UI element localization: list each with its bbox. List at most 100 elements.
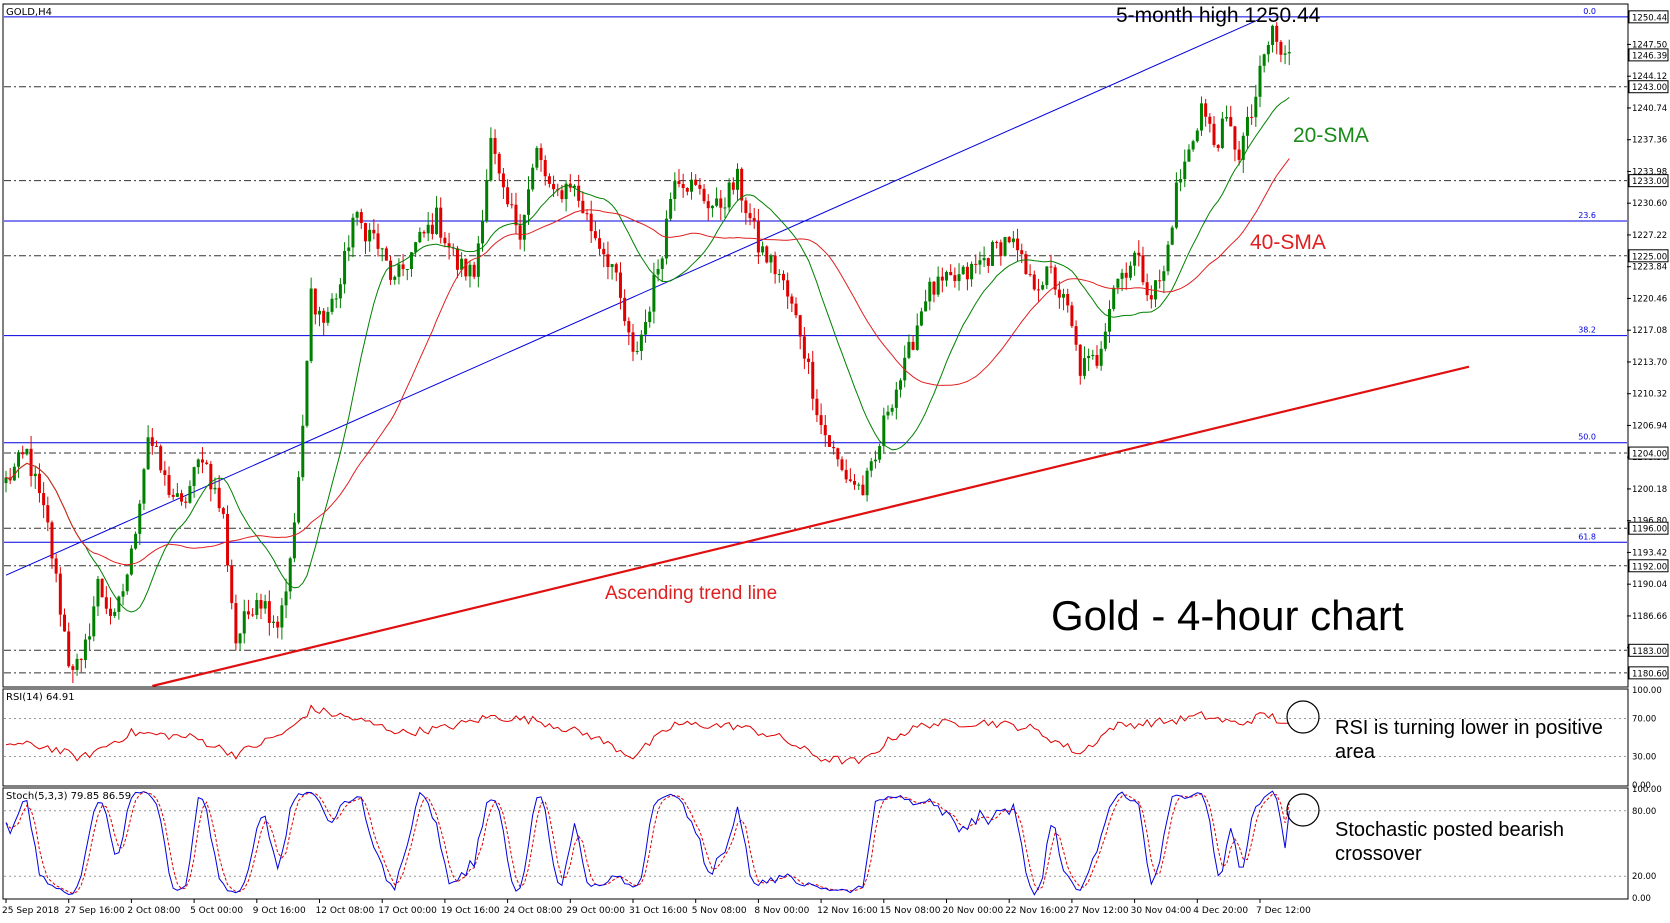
candle-body	[919, 311, 923, 326]
candle-body	[104, 597, 108, 609]
candle-body	[1287, 51, 1291, 54]
candle-body	[439, 207, 443, 238]
price-tick-label: 1193.42	[1632, 548, 1667, 558]
candle-body	[656, 268, 660, 275]
candle-body	[1091, 354, 1095, 356]
stochastic-indicator: 100.00 80.00 20.00 0.00	[4, 785, 1662, 904]
candle-body	[702, 188, 706, 202]
candle-body	[1283, 53, 1287, 55]
candle-body	[42, 493, 46, 506]
candle-body	[355, 212, 359, 218]
price-tick-label: 1206.94	[1632, 421, 1667, 431]
rsi-note-line2: area	[1335, 741, 1376, 763]
candle-body	[1082, 358, 1086, 376]
candle-body	[501, 173, 505, 188]
candle-body	[660, 258, 664, 269]
rsi-tick-label: 70.00	[1632, 715, 1656, 725]
candle-body	[1141, 255, 1145, 283]
candle-body	[506, 187, 510, 205]
candle-body	[63, 614, 67, 632]
candle-body	[330, 298, 334, 312]
candle-body	[911, 341, 915, 350]
candle-body	[481, 220, 485, 244]
price-tick-label: 1223.84	[1632, 263, 1667, 273]
candle-body	[251, 614, 255, 616]
candle-body	[740, 168, 744, 201]
candle-body	[184, 501, 188, 503]
candle-body	[1028, 273, 1032, 275]
candle-body	[372, 229, 376, 234]
candle-body	[1116, 278, 1120, 288]
candle-body	[96, 578, 100, 607]
candle-body	[727, 182, 731, 208]
candle-body	[802, 336, 806, 359]
ascending-trend-line	[152, 365, 1470, 688]
candle-body	[844, 469, 848, 480]
candle-body	[886, 411, 890, 416]
candle-body	[422, 231, 426, 234]
candle-body	[936, 276, 940, 295]
candle-body	[857, 484, 861, 486]
candle-body	[652, 274, 656, 312]
fibonacci-level-label: 23.6	[1578, 211, 1596, 220]
candle-body	[1212, 123, 1216, 145]
candle-body	[138, 503, 142, 534]
candle-body	[83, 639, 87, 661]
candle-body	[1162, 271, 1166, 281]
candle-body	[999, 242, 1003, 257]
candle-body	[389, 260, 393, 280]
time-tick-label: 5 Nov 08:00	[692, 906, 747, 916]
candle-body	[113, 611, 117, 616]
price-level-box	[1628, 559, 1669, 573]
candle-body	[836, 448, 840, 460]
stoch-tick-label: 0.00	[1632, 894, 1651, 904]
candle-body	[552, 183, 556, 190]
candle-body	[1174, 182, 1178, 228]
candle-body	[196, 459, 200, 468]
candle-body	[593, 231, 597, 239]
candle-body	[117, 596, 121, 612]
candle-body	[539, 147, 543, 161]
candle-body	[1099, 348, 1103, 366]
candle-body	[284, 591, 288, 606]
time-axis: 25 Sep 2018 27 Sep 16:00 2 Oct 08:00 5 Oct …	[2, 899, 1311, 916]
candle-body	[1183, 161, 1187, 180]
time-tick-label: 29 Oct 00:00	[566, 906, 625, 916]
candle-body	[756, 221, 760, 253]
candle-body	[731, 182, 735, 190]
candlesticks	[4, 22, 1291, 683]
rsi-tick-label: 30.00	[1632, 753, 1656, 763]
candle-body	[384, 248, 388, 261]
price-level-label: 1246.39	[1632, 51, 1667, 61]
candle-body	[1166, 244, 1170, 272]
time-tick-label: 27 Sep 16:00	[65, 906, 125, 916]
price-tick-label: 1237.36	[1632, 136, 1667, 146]
price-tick-label: 1227.22	[1632, 231, 1667, 241]
candle-body	[577, 185, 581, 201]
price-level-label: 1192.00	[1632, 562, 1667, 572]
candle-body	[159, 446, 163, 471]
candle-body	[67, 631, 71, 667]
candle-body	[54, 558, 58, 574]
candle-body	[761, 246, 765, 253]
candle-body	[531, 167, 535, 190]
candle-body	[1179, 179, 1183, 183]
price-level-label: 1225.00	[1632, 252, 1667, 262]
candle-body	[343, 250, 347, 285]
candle-body	[869, 461, 873, 471]
rsi-highlight-circle	[1286, 700, 1320, 734]
candle-body	[669, 198, 673, 219]
candle-body	[209, 464, 213, 490]
candle-body	[907, 341, 911, 358]
candle-body	[815, 398, 819, 416]
candle-body	[1124, 272, 1128, 278]
candle-body	[949, 271, 953, 276]
time-tick-label: 31 Oct 16:00	[629, 906, 688, 916]
candle-body	[163, 470, 167, 476]
candle-body	[50, 522, 54, 559]
time-tick-label: 17 Oct 00:00	[378, 906, 437, 916]
candle-body	[664, 218, 668, 259]
candle-body	[903, 357, 907, 381]
candle-body	[819, 415, 823, 426]
